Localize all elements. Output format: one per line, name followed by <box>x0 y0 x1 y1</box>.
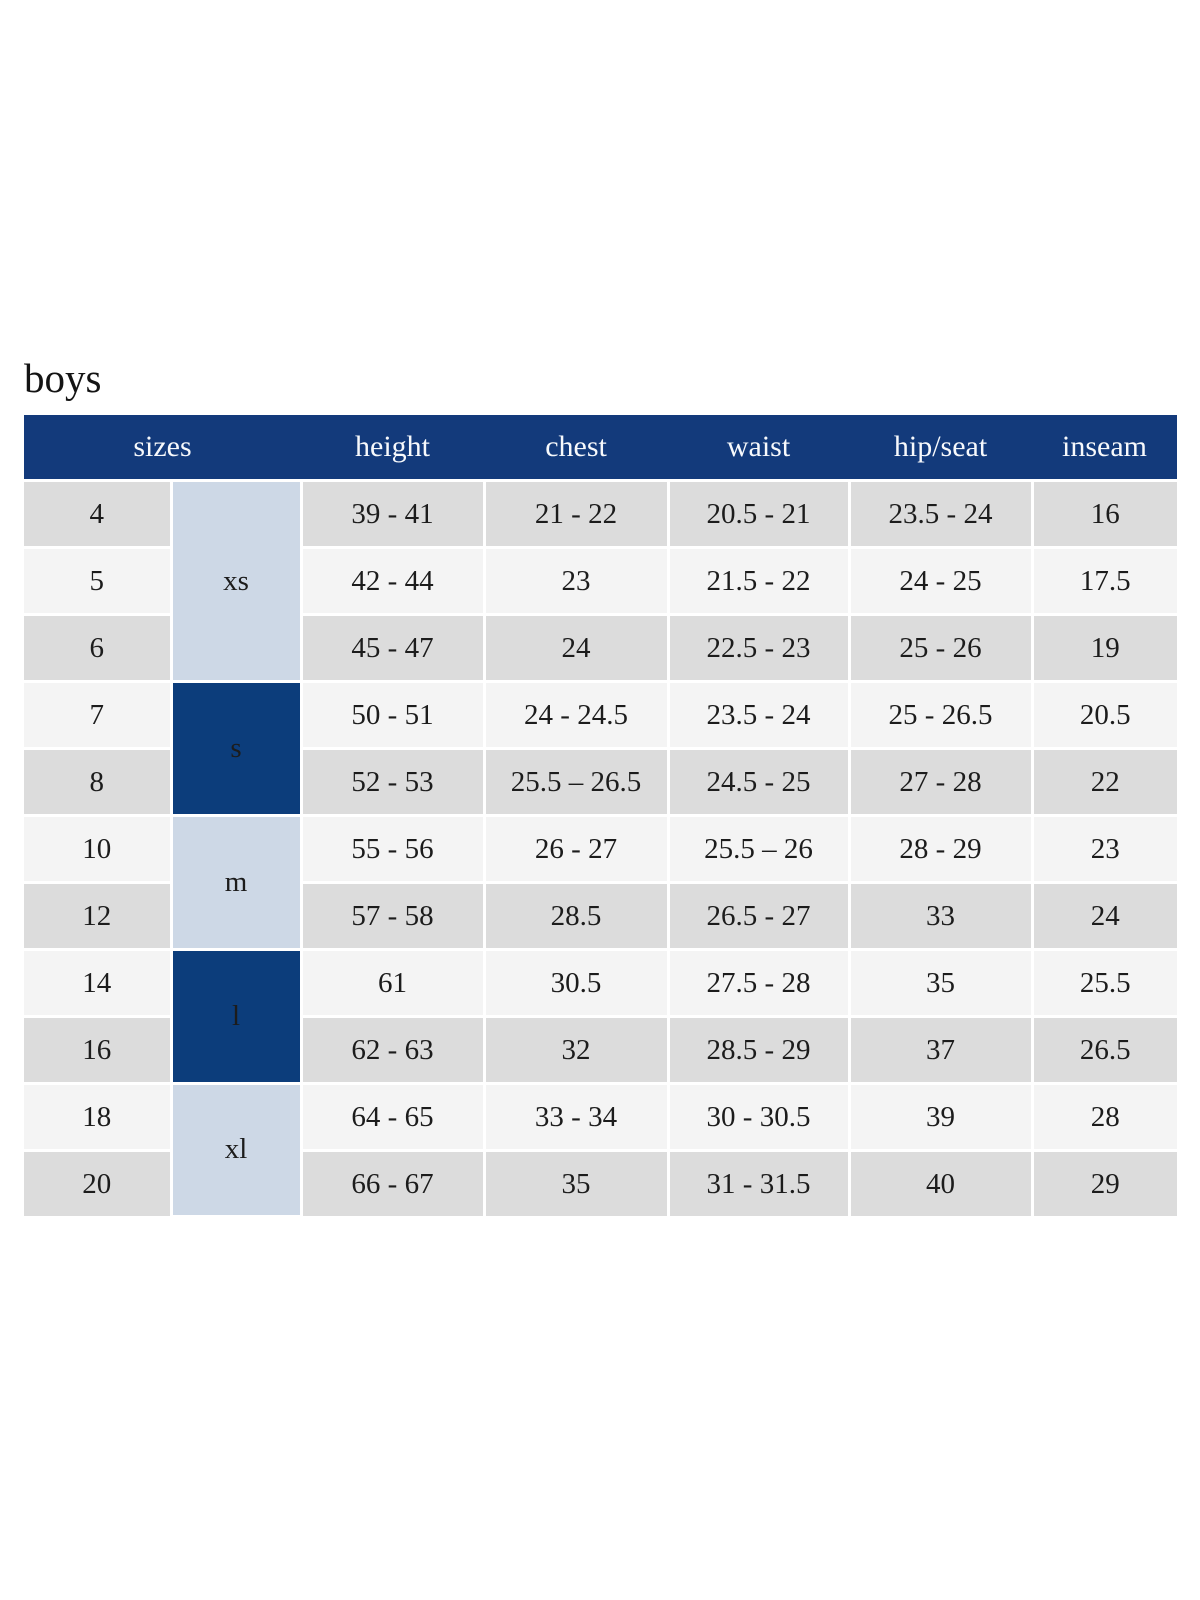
table-row: 16 62 - 63 32 28.5 - 29 37 26.5 <box>24 1015 1178 1086</box>
waist-cell: 28.5 - 29 <box>666 1015 851 1086</box>
inseam-cell: 26.5 <box>1030 1015 1178 1086</box>
inseam-cell: 19 <box>1030 613 1178 684</box>
chest-cell: 35 <box>482 1149 670 1217</box>
col-header-height: height <box>301 415 485 483</box>
col-header-inseam: inseam <box>1032 415 1178 483</box>
table-row: 10 m 55 - 56 26 - 27 25.5 – 26 28 - 29 2… <box>24 814 1178 952</box>
height-cell: 45 - 47 <box>299 613 486 684</box>
group-cell-xl: xl <box>169 1082 303 1218</box>
col-header-chest: chest <box>484 415 669 483</box>
col-header-sizes: sizes <box>24 415 302 483</box>
chest-cell: 32 <box>482 1015 670 1086</box>
waist-cell: 30 - 30.5 <box>666 1082 851 1153</box>
chart-title: boys <box>24 355 102 401</box>
waist-cell: 27.5 - 28 <box>666 948 851 1019</box>
col-header-hip-seat: hip/seat <box>849 415 1033 483</box>
col-header-waist: waist <box>668 415 850 483</box>
table-row: 7 s 50 - 51 24 - 24.5 23.5 - 24 25 - 26.… <box>24 680 1178 818</box>
waist-cell: 20.5 - 21 <box>666 479 851 550</box>
size-cell: 4 <box>24 479 173 550</box>
height-cell: 42 - 44 <box>299 546 486 617</box>
waist-cell: 21.5 - 22 <box>666 546 851 617</box>
size-cell: 20 <box>24 1149 173 1217</box>
height-cell: 55 - 56 <box>299 814 486 885</box>
size-cell: 10 <box>24 814 173 885</box>
height-cell: 62 - 63 <box>299 1015 486 1086</box>
inseam-cell: 23 <box>1030 814 1178 885</box>
waist-cell: 22.5 - 23 <box>666 613 851 684</box>
hip-seat-cell: 24 - 25 <box>847 546 1034 617</box>
chest-cell: 23 <box>482 546 670 617</box>
height-cell: 66 - 67 <box>299 1149 486 1217</box>
height-cell: 61 <box>299 948 486 1019</box>
hip-seat-cell: 40 <box>847 1149 1034 1217</box>
table-row: 12 57 - 58 28.5 26.5 - 27 33 24 <box>24 881 1178 952</box>
inseam-cell: 25.5 <box>1030 948 1178 1019</box>
hip-seat-cell: 25 - 26.5 <box>847 680 1034 751</box>
size-cell: 12 <box>24 881 173 952</box>
group-cell-s: s <box>169 680 303 818</box>
height-cell: 39 - 41 <box>299 479 486 550</box>
inseam-cell: 22 <box>1030 747 1178 818</box>
table-row: 6 45 - 47 24 22.5 - 23 25 - 26 19 <box>24 613 1178 684</box>
inseam-cell: 16 <box>1030 479 1178 550</box>
chest-cell: 26 - 27 <box>482 814 670 885</box>
chest-cell: 24 <box>482 613 670 684</box>
waist-cell: 23.5 - 24 <box>666 680 851 751</box>
group-cell-m: m <box>169 814 303 952</box>
hip-seat-cell: 27 - 28 <box>847 747 1034 818</box>
hip-seat-cell: 28 - 29 <box>847 814 1034 885</box>
inseam-cell: 28 <box>1030 1082 1178 1153</box>
size-cell: 6 <box>24 613 173 684</box>
hip-seat-cell: 25 - 26 <box>847 613 1034 684</box>
hip-seat-cell: 35 <box>847 948 1034 1019</box>
size-cell: 14 <box>24 948 173 1019</box>
hip-seat-cell: 37 <box>847 1015 1034 1086</box>
size-cell: 16 <box>24 1015 173 1086</box>
waist-cell: 24.5 - 25 <box>666 747 851 818</box>
height-cell: 50 - 51 <box>299 680 486 751</box>
size-cell: 5 <box>24 546 173 617</box>
hip-seat-cell: 33 <box>847 881 1034 952</box>
table-row: 4 xs 39 - 41 21 - 22 20.5 - 21 23.5 - 24… <box>24 479 1178 684</box>
size-table: sizes height chest waist hip/seat inseam… <box>24 415 1178 1218</box>
group-cell-l: l <box>169 948 303 1086</box>
chest-cell: 25.5 – 26.5 <box>482 747 670 818</box>
inseam-cell: 17.5 <box>1030 546 1178 617</box>
boys-size-chart: boys sizes height chest waist hip/seat i… <box>24 354 1178 1218</box>
height-cell: 57 - 58 <box>299 881 486 952</box>
table-row: 5 42 - 44 23 21.5 - 22 24 - 25 17.5 <box>24 546 1178 617</box>
hip-seat-cell: 23.5 - 24 <box>847 479 1034 550</box>
table-row: 18 xl 64 - 65 33 - 34 30 - 30.5 39 28 <box>24 1082 1178 1218</box>
chest-cell: 28.5 <box>482 881 670 952</box>
inseam-cell: 24 <box>1030 881 1178 952</box>
group-cell-xs: xs <box>169 479 303 684</box>
table-row: 20 66 - 67 35 31 - 31.5 40 29 <box>24 1149 1178 1217</box>
height-cell: 52 - 53 <box>299 747 486 818</box>
size-cell: 7 <box>24 680 173 751</box>
table-row: 14 l 61 30.5 27.5 - 28 35 25.5 <box>24 948 1178 1086</box>
header-row: sizes height chest waist hip/seat inseam <box>24 415 1178 483</box>
chest-cell: 21 - 22 <box>482 479 670 550</box>
chest-cell: 30.5 <box>482 948 670 1019</box>
size-cell: 8 <box>24 747 173 818</box>
table-row: 8 52 - 53 25.5 – 26.5 24.5 - 25 27 - 28 … <box>24 747 1178 818</box>
chest-cell: 33 - 34 <box>482 1082 670 1153</box>
inseam-cell: 29 <box>1030 1149 1178 1217</box>
waist-cell: 31 - 31.5 <box>666 1149 851 1217</box>
waist-cell: 26.5 - 27 <box>666 881 851 952</box>
inseam-cell: 20.5 <box>1030 680 1178 751</box>
size-cell: 18 <box>24 1082 173 1153</box>
chest-cell: 24 - 24.5 <box>482 680 670 751</box>
waist-cell: 25.5 – 26 <box>666 814 851 885</box>
hip-seat-cell: 39 <box>847 1082 1034 1153</box>
height-cell: 64 - 65 <box>299 1082 486 1153</box>
